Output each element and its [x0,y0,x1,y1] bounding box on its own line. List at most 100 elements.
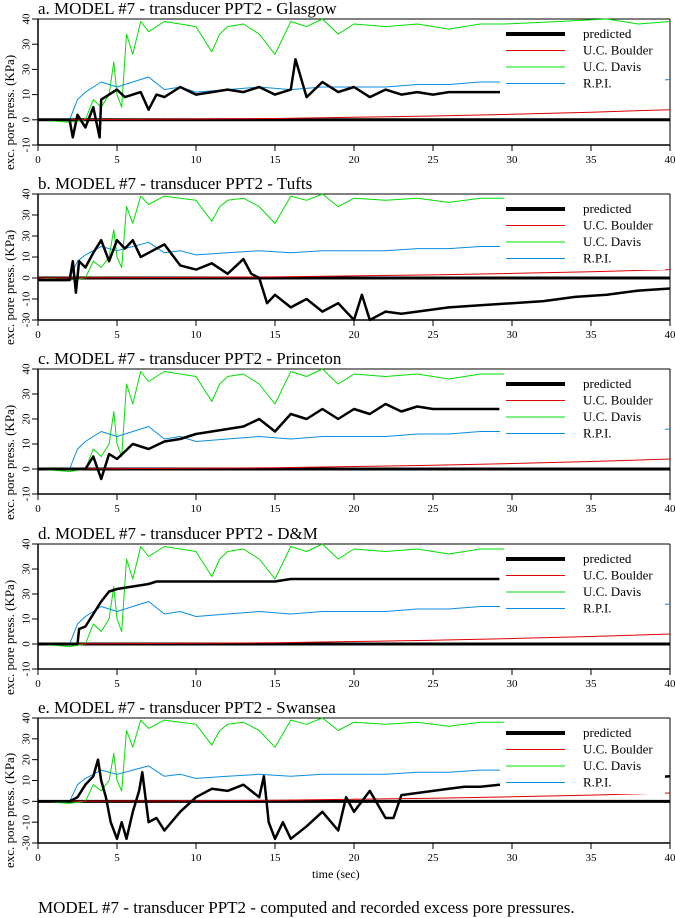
x-tick-label: 15 [270,329,282,341]
panel-a-ylabel: exc. pore press. (KPa) [2,54,17,170]
figure-caption: MODEL #7 - transducer PPT2 - computed an… [38,898,575,917]
x-tick-label: 20 [349,154,361,166]
panel-e-title: e. MODEL #7 - transducer PPT2 - Swansea [38,698,336,717]
legend-label: R.P.I. [583,426,612,441]
legend-label: U.C. Boulder [583,568,653,583]
y-tick-label: 20 [21,413,33,425]
legend-label: U.C. Boulder [583,218,653,233]
y-tick-label: 30 [21,563,33,575]
x-tick-label: 15 [270,852,282,864]
y-tick-label: 40 [21,13,33,25]
x-tick-label: 0 [35,678,41,690]
series-predicted [38,758,671,841]
x-tick-label: 35 [586,852,598,864]
x-tick-label: 40 [665,678,675,690]
legend-label: U.C. Boulder [583,43,653,58]
x-tick-label: 10 [191,678,203,690]
x-tick-label: 5 [114,503,120,515]
panel-d-ylabel: exc. pore press. (KPa) [2,579,17,695]
series-u-c-boulder [37,792,671,802]
y-tick-label: 10 [21,251,33,263]
x-tick-label: 30 [507,852,519,864]
legend-label: U.C. Davis [583,584,641,599]
legend-label: R.P.I. [583,775,612,790]
legend-label: predicted [583,551,632,566]
series-u-c-davis [37,18,671,123]
y-tick-label: 40 [21,188,33,200]
y-tick-label: 10 [21,438,33,450]
x-tick-label: 30 [507,154,519,166]
x-tick-label: 25 [428,852,440,864]
panel-a-title: a. MODEL #7 - transducer PPT2 - Glasgow [38,0,337,18]
x-tick-label: 30 [507,678,519,690]
legend-label: R.P.I. [583,251,612,266]
x-tick-label: 25 [428,329,440,341]
y-tick-label: 0 [21,117,33,123]
x-tick-label: 0 [35,503,41,515]
legend-label: R.P.I. [583,601,612,616]
x-tick-label: 40 [665,329,675,341]
x-tick-label: 15 [270,678,282,690]
y-tick-label: -10 [21,661,33,676]
x-tick-label: 40 [665,154,675,166]
series-predicted [38,238,671,322]
x-tick-label: 10 [191,329,203,341]
y-tick-label: 30 [21,63,33,75]
series-r-p-i- [38,765,505,802]
y-tick-label: -30 [21,835,33,850]
y-tick-label: 0 [21,275,33,281]
series-u-c-boulder [37,458,671,470]
x-tick-label: 40 [665,852,675,864]
series-u-c-davis [37,717,505,804]
y-tick-label: -10 [21,814,33,829]
series-u-c-davis [37,368,505,472]
panel-e-ylabel: exc. pore press. (KPa) [2,752,17,868]
x-tick-label: 5 [114,329,120,341]
legend-label: U.C. Boulder [583,393,653,408]
x-axis-label: time (sec) [312,867,360,881]
x-tick-label: 20 [349,678,361,690]
x-tick-label: 10 [191,852,203,864]
panel-c-title: c. MODEL #7 - transducer PPT2 - Princeto… [38,349,342,368]
panel-b-ylabel: exc. pore press. (KPa) [2,229,17,345]
y-tick-label: 30 [21,388,33,400]
x-tick-label: 10 [191,503,203,515]
series-r-p-i- [38,426,671,470]
x-tick-label: 35 [586,329,598,341]
x-tick-label: 30 [507,503,519,515]
series-predicted [38,577,500,646]
panel-c-ylabel: exc. pore press. (KPa) [2,404,17,520]
legend-label: U.C. Davis [583,758,641,773]
y-tick-label: 30 [21,209,33,221]
y-tick-label: 0 [21,466,33,472]
x-tick-label: 30 [507,329,519,341]
y-tick-label: 40 [21,712,33,724]
x-tick-label: 0 [35,154,41,166]
x-tick-label: 20 [349,329,361,341]
x-tick-label: 25 [428,503,440,515]
legend-label: U.C. Davis [583,409,641,424]
x-tick-label: 20 [349,503,361,515]
x-tick-label: 25 [428,678,440,690]
x-tick-label: 10 [191,154,203,166]
y-tick-label: 0 [21,641,33,647]
x-tick-label: 5 [114,154,120,166]
series-predicted [38,58,544,139]
x-tick-label: 35 [586,503,598,515]
y-tick-label: -10 [21,137,33,152]
legend-label: U.C. Boulder [583,742,653,757]
series-u-c-boulder [37,269,671,279]
y-tick-label: 40 [21,538,33,550]
panel-d-title: d. MODEL #7 - transducer PPT2 - D&M [38,524,318,543]
x-tick-label: 40 [665,503,675,515]
x-tick-label: 25 [428,154,440,166]
y-tick-label: 30 [21,38,33,50]
